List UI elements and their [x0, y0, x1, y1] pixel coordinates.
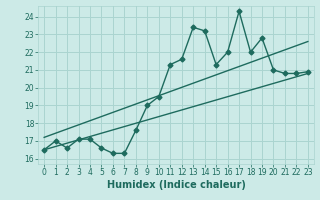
X-axis label: Humidex (Indice chaleur): Humidex (Indice chaleur)	[107, 180, 245, 190]
